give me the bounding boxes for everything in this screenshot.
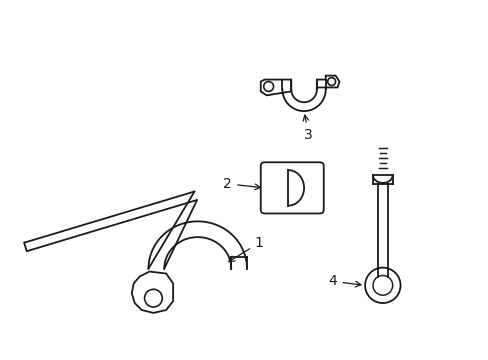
Text: 2: 2 — [223, 177, 260, 191]
Text: 3: 3 — [303, 115, 312, 141]
Text: 4: 4 — [328, 274, 360, 288]
Text: 1: 1 — [228, 236, 263, 261]
